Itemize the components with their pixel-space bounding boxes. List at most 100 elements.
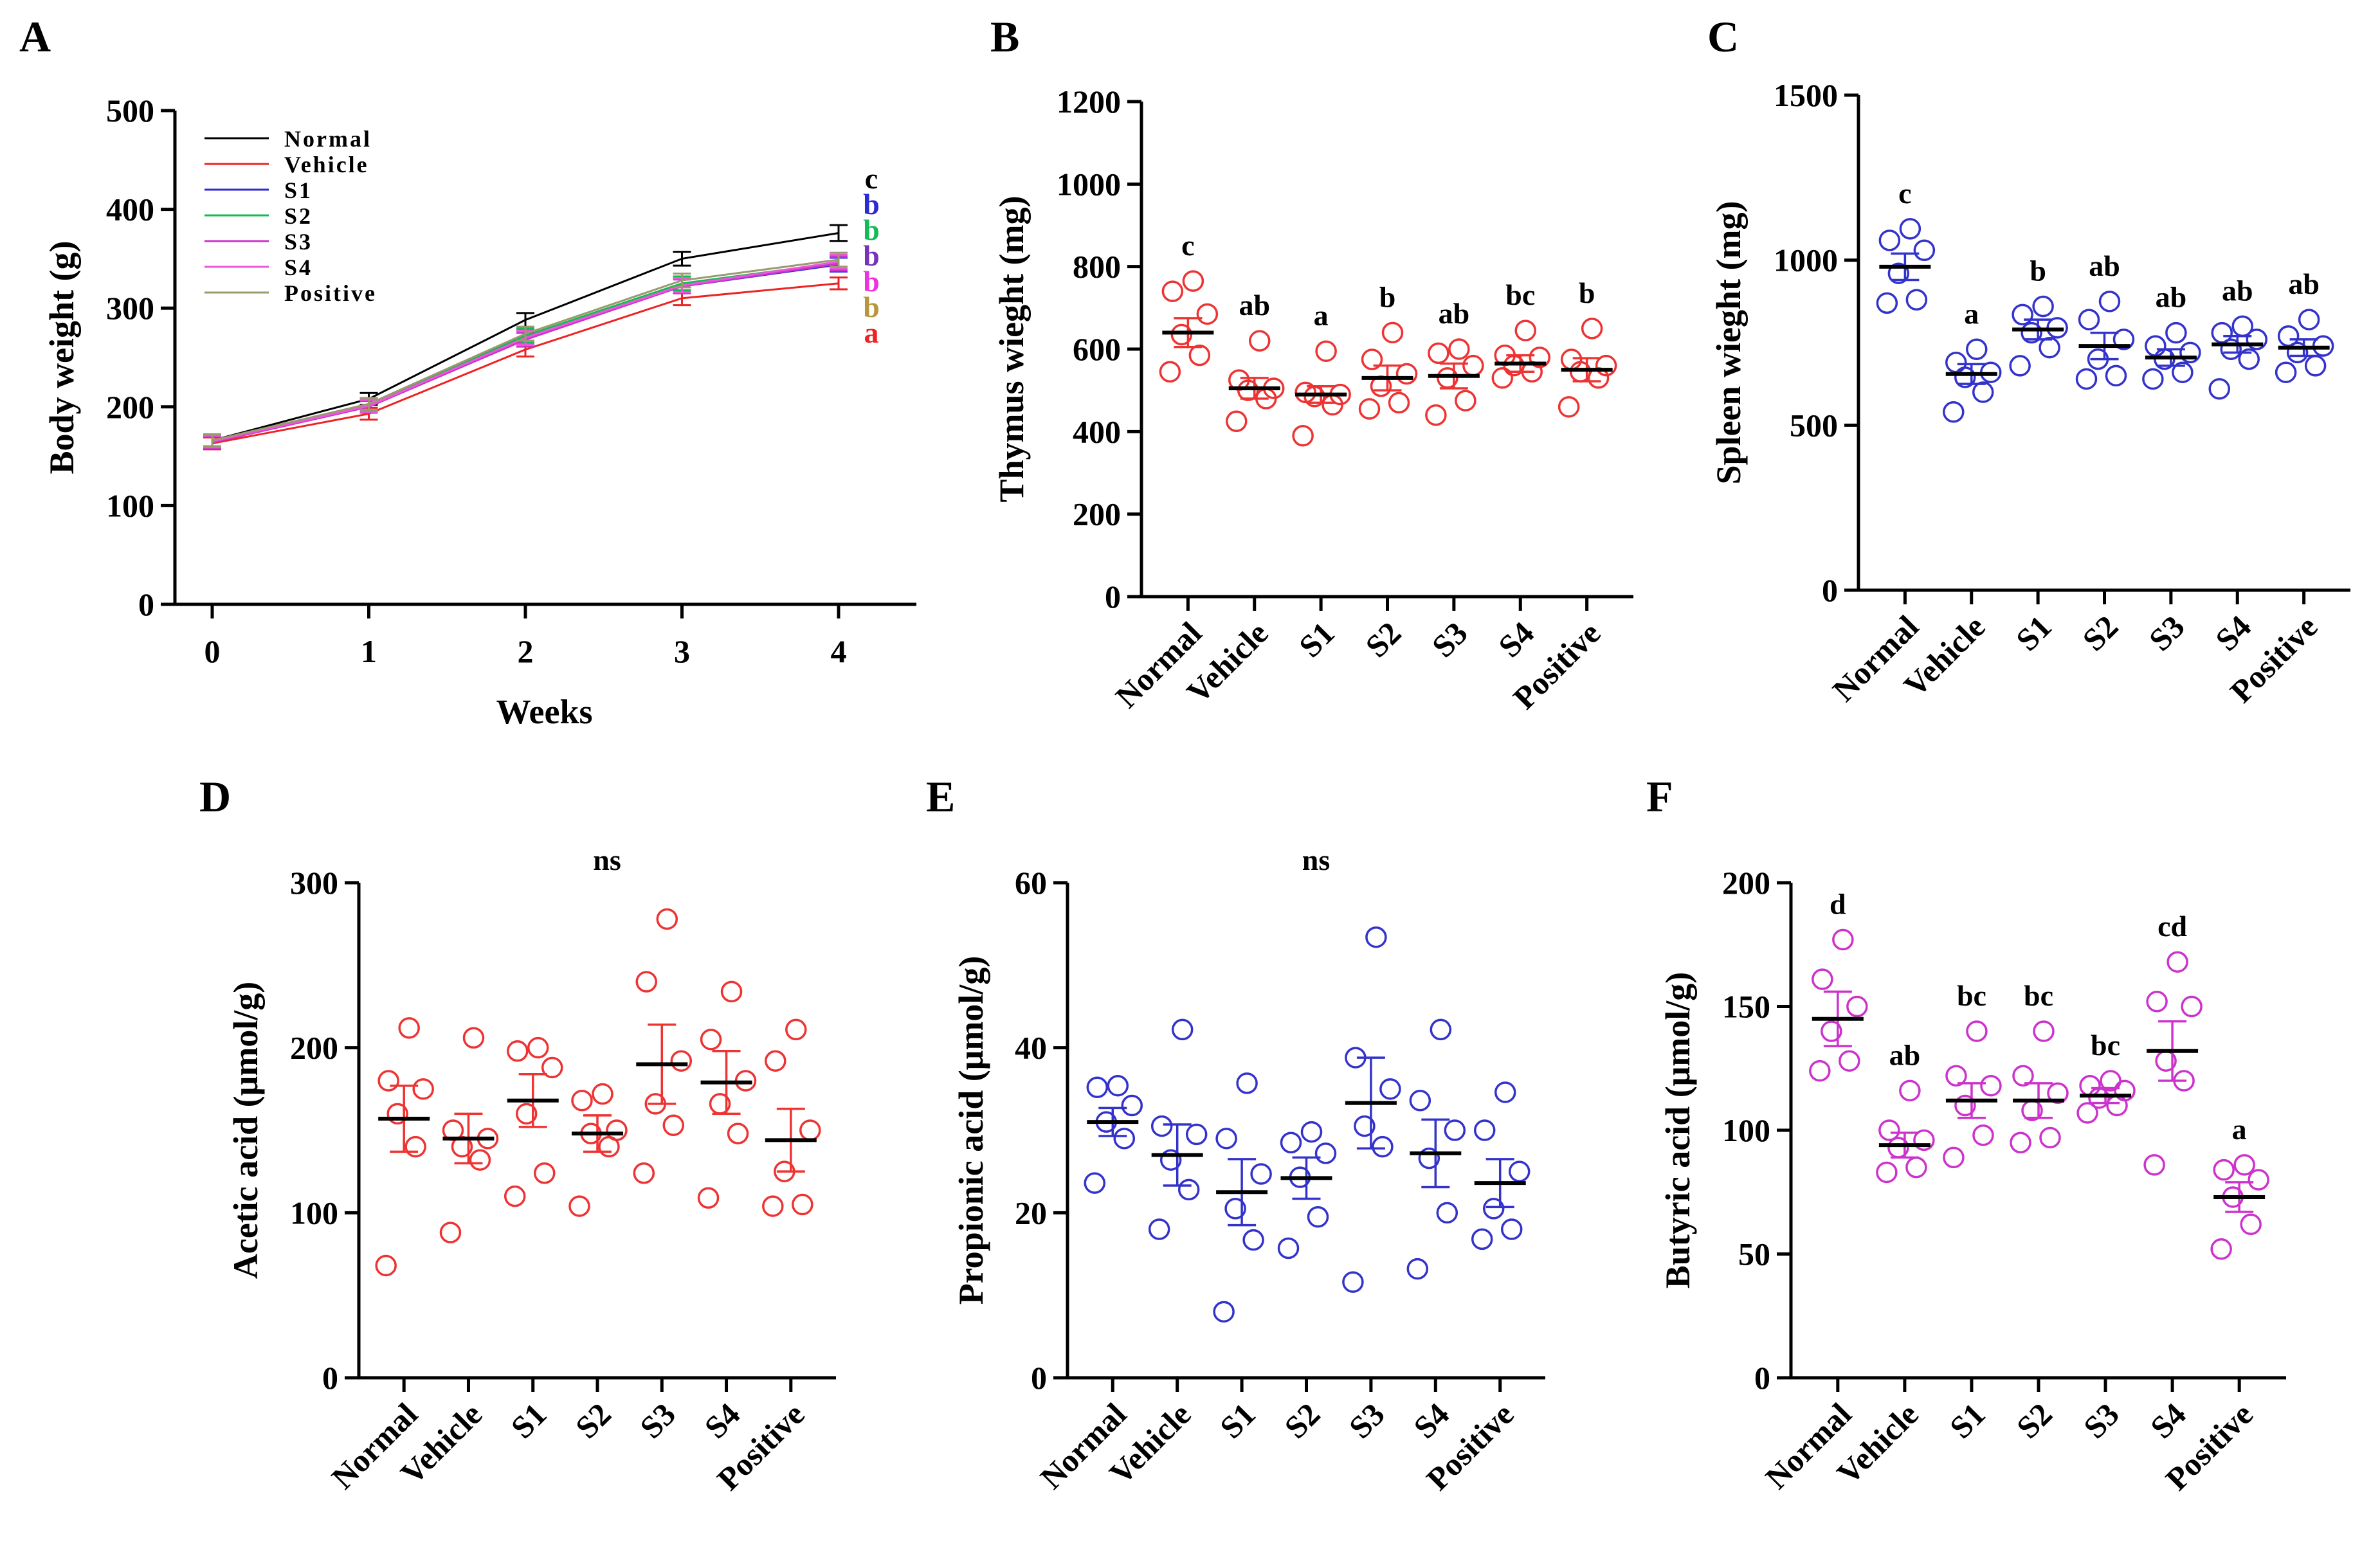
panel-d-point-s3-5 [656,908,678,930]
panel-d-point-s3-4 [635,971,658,993]
panel-f-point-s4-5 [2167,951,2188,973]
panel-b-sig-letter-normal: c [1181,229,1194,262]
panel-f-point-vehicle-4 [1878,1119,1900,1141]
panel-e-point-s3-0 [1342,1271,1364,1293]
panel-c-point-s2-3 [2112,329,2135,350]
panel-f-x-tick-label-normal: Normal [1758,1396,1858,1496]
panel-c-point-s3-4 [2145,335,2167,357]
panel-a-errorbar-positive-4 [830,251,848,268]
panel-d-point-s4-1 [727,1123,749,1144]
panel-b-y-tick-label-4: 800 [1073,249,1121,285]
panel-b-point-s4-5 [1514,320,1537,341]
panel-b-x-tick-label-normal: Normal [1109,615,1209,715]
panel-a-y-axis-title: Body weight (g) [42,241,81,474]
panel-f-y-tick-label-2: 100 [1722,1112,1770,1148]
panel-b-x-tick-label-s4: S4 [1491,615,1541,664]
panel-a-x-tick-label-4: 4 [831,633,847,669]
panel-d-point-s3-3 [670,1050,693,1072]
panel-e-point-vehicle-0 [1148,1218,1170,1240]
panel-c-point-normal-4 [1878,230,1901,251]
panel-b-y-tick-label-2: 400 [1073,413,1121,449]
panel-f-point-vehicle-0 [1876,1161,1898,1184]
panel-c-point-positive-1 [2304,355,2327,377]
panel-b-y-axis-title: Thymus wieght (mg) [992,195,1031,502]
panel-d-point-vehicle-1 [469,1149,491,1171]
panel-d-point-s2-3 [606,1119,628,1141]
panel-d-point-normal-3 [412,1078,434,1100]
panel-e-point-s3-5 [1365,926,1387,948]
panel-c-point-positive-4 [2277,325,2300,347]
panel-e-point-positive-1 [1500,1218,1523,1240]
panel-b-point-s2-4 [1361,348,1383,370]
panel-f-point-s2-4 [2012,1065,2034,1087]
panel-a-y-tick-label-1: 100 [106,487,154,523]
panel-b-sig-letter-vehicle: ab [1239,289,1270,321]
panel-f-sig-letter-s3: bc [2091,1029,2120,1061]
panel-e-letter: E [926,772,955,821]
panel-d-point-normal-5 [398,1017,420,1039]
panel-a-y-tick-label-4: 400 [106,192,154,228]
panel-a-x-tick-label-2: 2 [518,633,534,669]
panel-a-x-tick-label-3: 3 [674,633,690,669]
panel-e-point-s1-4 [1215,1128,1237,1150]
panel-f-point-normal-5 [1832,928,1854,951]
panel-d-point-s2-0 [568,1195,590,1217]
panel-e-y-tick-label-3: 60 [1015,865,1047,901]
panel-a-legend-label-vehicle: Vehicle [284,152,369,177]
panel-a-errorbar-normal-2 [516,312,534,328]
panel-e-y-axis-title: Propionic acid (μmol/g) [952,956,990,1305]
panel-b-sig-letter-positive: b [1579,276,1595,309]
panel-c-point-normal-2 [1887,262,1910,284]
panel-a-errorbar-normal-4 [830,224,848,242]
panel-f-point-s4-4 [2146,991,2168,1013]
panel-c-x-tick-label-s1: S1 [2009,608,2058,658]
panel-d-point-s3-0 [633,1162,655,1184]
panel-a-legend-label-s2: S2 [284,203,313,229]
panel-d-x-tick-label-s4: S4 [697,1396,747,1445]
panel-c-x-tick-label-s3: S3 [2142,608,2192,658]
panel-c-point-s1-0 [2009,355,2031,377]
panel-d-point-s4-0 [697,1187,720,1209]
panel-f-sig-letter-vehicle: ab [1889,1038,1921,1071]
panel-c-point-positive-5 [2298,309,2320,330]
panel-d-point-vehicle-5 [462,1027,485,1049]
panel-f-point-s2-5 [2033,1020,2055,1042]
panel-e-point-positive-2 [1482,1198,1505,1220]
panel-f-point-normal-2 [1821,1020,1842,1042]
panel-d-point-normal-0 [375,1254,397,1277]
panel-f-butyric-acid-chart: F 0 50 100 150 200 Butyric acid (μmol/g) Normal… [1646,772,2286,1497]
panel-b-point-normal-2 [1170,323,1193,346]
panel-e-point-s1-2 [1224,1198,1246,1220]
panel-e-point-positive-3 [1508,1160,1531,1182]
panel-d-point-normal-4 [377,1070,399,1092]
panel-e-point-s2-5 [1300,1121,1323,1143]
panel-f-sig-letter-positive: a [2232,1113,2247,1146]
panel-c-point-positive-2 [2286,341,2309,364]
panel-d-y-tick-label-1: 100 [290,1195,338,1231]
panel-c-sig-letter-normal: c [1898,177,1911,210]
panel-c-point-normal-5 [1899,218,1921,240]
panel-c-point-s4-2 [2220,338,2242,361]
panel-d-point-normal-1 [404,1135,426,1158]
panel-f-point-s1-3 [1980,1074,2002,1097]
panel-d-point-s1-4 [506,1040,529,1062]
panel-f-point-positive-5 [2233,1154,2255,1176]
panel-d-y-tick-label-0: 0 [322,1360,338,1396]
panel-e-point-s4-3 [1444,1119,1466,1141]
panel-b-y-tick-label-5: 1000 [1057,166,1121,202]
panel-e-point-s1-3 [1250,1163,1272,1185]
panel-f-point-s1-4 [1945,1065,1967,1087]
panel-b-point-s4-0 [1491,367,1514,389]
panel-e-point-s3-2 [1354,1115,1376,1137]
panel-e-point-s4-0 [1406,1258,1429,1280]
panel-a-sig-letter-s2: b [863,213,880,246]
panel-c-letter: C [1707,12,1739,61]
panel-d-point-s1-1 [533,1162,556,1184]
panel-b-y-tick-label-6: 1200 [1057,84,1121,120]
panel-c-point-normal-0 [1876,292,1898,314]
panel-c-y-tick-label-0: 0 [1822,572,1838,608]
panel-f-point-s1-0 [1943,1146,1965,1169]
panel-d-point-vehicle-0 [439,1222,462,1243]
panel-c-point-vehicle-4 [1945,352,1967,374]
